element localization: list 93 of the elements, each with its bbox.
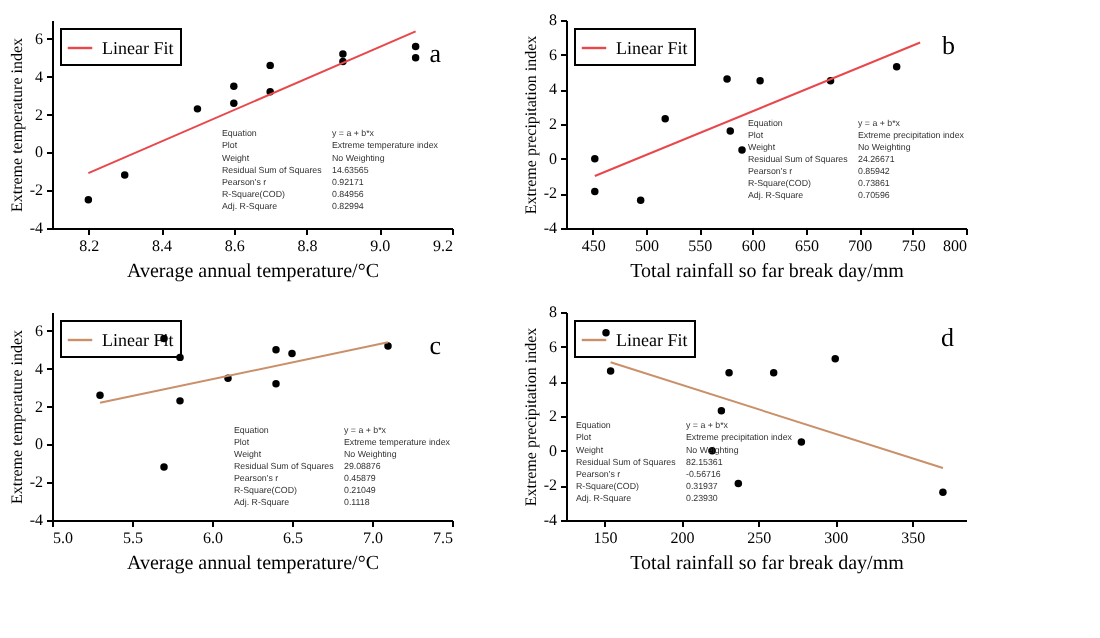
x-tick-label: 550 [688, 237, 713, 255]
y-tick-label: -4 [543, 219, 557, 237]
y-tick-label: 0 [549, 441, 557, 460]
x-tick-label: 300 [824, 529, 849, 547]
y-tick-label: -4 [543, 511, 557, 529]
point [723, 75, 731, 83]
text: c [429, 330, 442, 360]
x-tick-label: 8.6 [224, 237, 245, 255]
x-tick-label: 700 [848, 237, 873, 255]
y-axis-title: Extreme temperature index [7, 329, 26, 505]
y-tick-label: -2 [543, 476, 557, 495]
x-axis-title: Total rainfall so far break day/mm [630, 553, 905, 575]
legend-label: Linear Fit [102, 38, 175, 58]
x-axis-title: Total rainfall so far break day/mm [630, 261, 905, 283]
y-tick-label: -2 [543, 184, 557, 203]
point [411, 42, 420, 51]
point [230, 99, 238, 107]
x-tick-label: 7.5 [433, 529, 453, 547]
x-tick-label: 9.2 [433, 237, 453, 255]
point [606, 367, 615, 375]
y-tick-label: 4 [35, 67, 43, 86]
chart-title: b [942, 30, 955, 60]
x-tick-label: 600 [741, 237, 766, 255]
x-tick-label: 8.4 [152, 237, 173, 255]
y-tick-label: 0 [549, 149, 557, 168]
point [636, 196, 645, 204]
point [411, 54, 420, 62]
x-tick-label: 500 [635, 237, 659, 255]
point [734, 479, 743, 488]
x-tick-label: 5.5 [123, 529, 143, 547]
y-tick-label: -2 [29, 181, 43, 200]
legend-label: Linear Fit [616, 38, 689, 58]
x-tick-label: 450 [581, 237, 606, 255]
x-tick-label: 6.5 [283, 529, 303, 547]
point [725, 368, 733, 377]
x-tick-label: 200 [670, 529, 695, 547]
y-tick-label: 0 [35, 143, 43, 162]
point [339, 50, 347, 58]
y-axis-title: Extreme precipitation index [521, 35, 540, 215]
point [939, 488, 947, 496]
x-tick-label: 8.2 [79, 237, 100, 255]
point [120, 171, 129, 179]
x-tick-label: 800 [943, 237, 967, 255]
x-tick-label: 8.8 [297, 237, 318, 255]
y-axis-title: Extreme temperature index [7, 37, 26, 213]
y-tick-label: 2 [35, 397, 43, 416]
point [266, 61, 274, 70]
point [831, 355, 839, 363]
y-tick-label: 2 [549, 115, 557, 133]
point [892, 63, 901, 71]
point [717, 407, 726, 415]
y-tick-label: 2 [549, 407, 557, 425]
x-tick-label: 250 [747, 529, 772, 547]
y-tick-label: -4 [29, 511, 43, 529]
x-tick-label: 6.0 [203, 529, 223, 547]
point [602, 329, 610, 337]
y-tick-label: 4 [35, 359, 43, 378]
x-tick-label: 150 [593, 529, 618, 547]
x-tick-label: 7.0 [363, 529, 383, 547]
y-tick-label: -2 [29, 473, 43, 492]
point [769, 368, 778, 377]
x-axis-title: Average annual temperature/°C [127, 553, 380, 575]
y-tick-label: 4 [549, 80, 557, 99]
y-tick-label: 8 [549, 11, 557, 29]
y-tick-label: 6 [35, 321, 43, 340]
point [591, 187, 599, 196]
x-tick-label: 650 [795, 237, 819, 255]
point [726, 127, 735, 135]
y-tick-label: -4 [29, 219, 43, 237]
legend-label: Linear Fit [616, 330, 689, 350]
point [661, 115, 669, 123]
x-tick-label: 750 [901, 237, 926, 255]
point [738, 146, 746, 154]
y-tick-label: 8 [549, 303, 557, 321]
point [756, 76, 764, 85]
y-tick-label: 6 [35, 29, 43, 48]
y-tick-label: 6 [549, 337, 557, 356]
x-tick-label: 5.0 [53, 529, 73, 547]
x-axis-title: Average annual temperature/°C [127, 261, 380, 283]
y-tick-label: 4 [549, 372, 557, 391]
y-tick-label: 2 [35, 105, 43, 124]
point [591, 154, 599, 163]
y-axis-title: Extreme precipitation index [521, 327, 540, 507]
text: a [429, 38, 442, 68]
chart-title: d [941, 322, 955, 352]
point [193, 105, 202, 113]
point [797, 438, 806, 446]
x-tick-label: 350 [901, 529, 926, 547]
y-tick-label: 6 [549, 45, 557, 64]
point [230, 82, 238, 90]
y-tick-label: 0 [35, 435, 43, 454]
x-tick-label: 9.0 [370, 237, 391, 255]
point [84, 195, 93, 204]
